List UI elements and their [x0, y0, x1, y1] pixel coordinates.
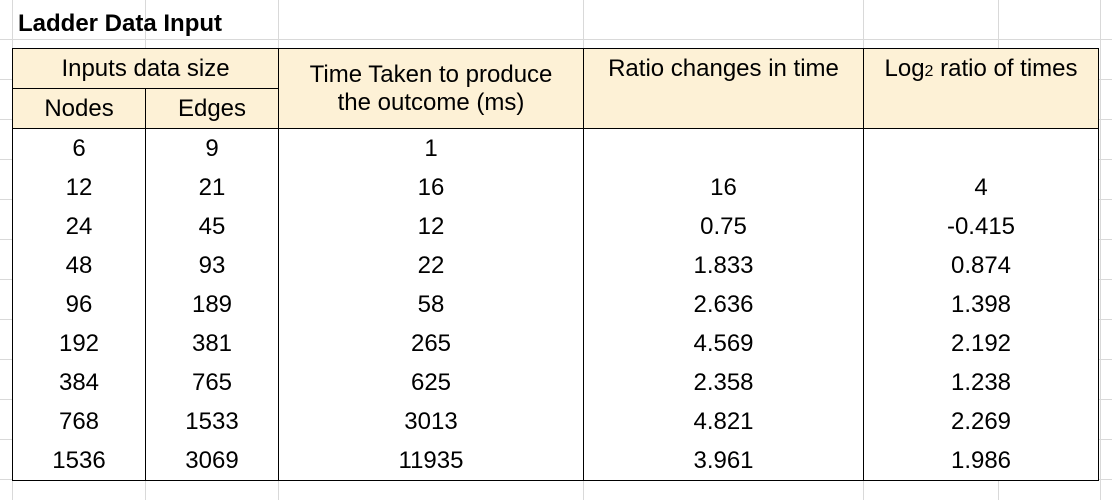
- cell-edges[interactable]: 93: [145, 246, 279, 285]
- cell-ratio[interactable]: [583, 128, 864, 168]
- cell-nodes[interactable]: 6: [12, 128, 146, 168]
- sheet-title[interactable]: Ladder Data Input: [18, 10, 223, 37]
- cell-log[interactable]: 4: [863, 168, 1099, 207]
- table-row: 768 1533 3013 4.821 2.269: [12, 402, 1099, 441]
- cell-edges[interactable]: 1533: [145, 402, 279, 441]
- cell-log[interactable]: [863, 128, 1099, 168]
- cell-nodes[interactable]: 12: [12, 168, 146, 207]
- table-row: 96 189 58 2.636 1.398: [12, 285, 1099, 324]
- cell-ratio[interactable]: 3.961: [583, 441, 864, 481]
- cell-nodes[interactable]: 768: [12, 402, 146, 441]
- header-time-line2: the outcome (ms): [337, 88, 525, 116]
- cell-ratio[interactable]: 4.569: [583, 324, 864, 363]
- cell-time[interactable]: 3013: [278, 402, 584, 441]
- cell-ratio[interactable]: 2.358: [583, 363, 864, 402]
- table-row: 1536 3069 11935 3.961 1.986: [12, 441, 1099, 481]
- header-time-line1: Time Taken to produce: [309, 60, 553, 88]
- cell-edges[interactable]: 45: [145, 207, 279, 246]
- cell-ratio[interactable]: 16: [583, 168, 864, 207]
- cell-ratio[interactable]: 0.75: [583, 207, 864, 246]
- table-row: 192 381 265 4.569 2.192: [12, 324, 1099, 363]
- header-time-taken[interactable]: Time Taken to produce the outcome (ms): [278, 48, 584, 129]
- header-inputs-data-size[interactable]: Inputs data size: [12, 48, 279, 89]
- header-row-2: Nodes Edges: [12, 88, 1099, 129]
- cell-nodes[interactable]: 384: [12, 363, 146, 402]
- cell-time[interactable]: 265: [278, 324, 584, 363]
- header-log2-ratio[interactable]: Log2 ratio of times: [863, 48, 1099, 129]
- cell-edges[interactable]: 21: [145, 168, 279, 207]
- header-nodes[interactable]: Nodes: [12, 88, 146, 129]
- cell-edges[interactable]: 3069: [145, 441, 279, 481]
- table-body: 6 9 1 12 21 16 16 4 24 45 12 0.75 -0.415 48 93 22 1.833 0…: [12, 128, 1099, 481]
- cell-edges[interactable]: 765: [145, 363, 279, 402]
- cell-time[interactable]: 11935: [278, 441, 584, 481]
- cell-nodes[interactable]: 24: [12, 207, 146, 246]
- cell-edges[interactable]: 381: [145, 324, 279, 363]
- cell-log[interactable]: 1.398: [863, 285, 1099, 324]
- table-row: 48 93 22 1.833 0.874: [12, 246, 1099, 285]
- cell-nodes[interactable]: 1536: [12, 441, 146, 481]
- cell-time[interactable]: 58: [278, 285, 584, 324]
- header-edges[interactable]: Edges: [145, 88, 279, 129]
- cell-edges[interactable]: 9: [145, 128, 279, 168]
- cell-ratio[interactable]: 1.833: [583, 246, 864, 285]
- header-log-prefix: Log: [884, 55, 925, 82]
- cell-nodes[interactable]: 96: [12, 285, 146, 324]
- cell-time[interactable]: 1: [278, 128, 584, 168]
- cell-time[interactable]: 625: [278, 363, 584, 402]
- table-row: 24 45 12 0.75 -0.415: [12, 207, 1099, 246]
- ladder-data-table: Inputs data size Time Taken to produce t…: [12, 48, 1099, 481]
- header-row-1: Inputs data size Time Taken to produce t…: [12, 48, 1099, 129]
- cell-ratio[interactable]: 2.636: [583, 285, 864, 324]
- header-log-subscript: 2: [924, 63, 934, 80]
- cell-log[interactable]: 2.192: [863, 324, 1099, 363]
- header-ratio-changes[interactable]: Ratio changes in time: [583, 48, 864, 129]
- table-row: 384 765 625 2.358 1.238: [12, 363, 1099, 402]
- cell-time[interactable]: 22: [278, 246, 584, 285]
- cell-nodes[interactable]: 192: [12, 324, 146, 363]
- cell-log[interactable]: 1.986: [863, 441, 1099, 481]
- cell-ratio[interactable]: 4.821: [583, 402, 864, 441]
- cell-edges[interactable]: 189: [145, 285, 279, 324]
- cell-nodes[interactable]: 48: [12, 246, 146, 285]
- cell-time[interactable]: 16: [278, 168, 584, 207]
- cell-time[interactable]: 12: [278, 207, 584, 246]
- cell-log[interactable]: 1.238: [863, 363, 1099, 402]
- table-row: 12 21 16 16 4: [12, 168, 1099, 207]
- cell-log[interactable]: -0.415: [863, 207, 1099, 246]
- cell-log[interactable]: 2.269: [863, 402, 1099, 441]
- cell-log[interactable]: 0.874: [863, 246, 1099, 285]
- header-log-suffix: ratio of times: [933, 55, 1078, 82]
